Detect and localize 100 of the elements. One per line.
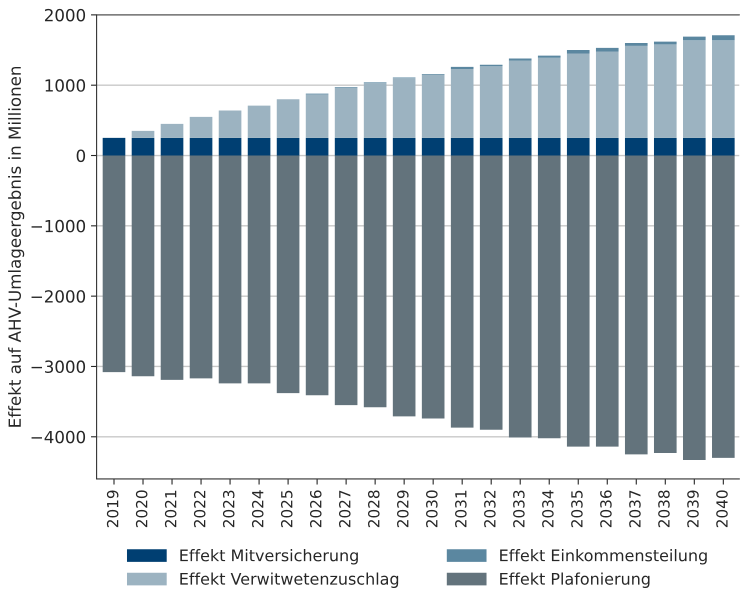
bar bbox=[508, 60, 532, 138]
x-tick-label: 2027 bbox=[339, 490, 351, 528]
bar bbox=[276, 138, 300, 156]
bar bbox=[306, 94, 328, 138]
bar bbox=[682, 156, 706, 460]
bar bbox=[102, 156, 126, 372]
y-tick-label: 1000 bbox=[46, 79, 86, 92]
bar bbox=[392, 138, 416, 156]
x-tick-label: 2023 bbox=[222, 490, 234, 528]
bar bbox=[306, 156, 328, 396]
legend-label: Effekt Einkommensteilung bbox=[500, 549, 707, 564]
bar bbox=[480, 138, 503, 156]
bar bbox=[450, 69, 474, 138]
bar bbox=[218, 156, 242, 384]
bar bbox=[596, 48, 619, 52]
bar bbox=[596, 51, 619, 138]
bar bbox=[566, 54, 590, 138]
bar bbox=[624, 46, 648, 138]
x-tick-label: 2036 bbox=[600, 490, 612, 528]
bar bbox=[508, 156, 532, 438]
bar bbox=[364, 156, 386, 408]
bar bbox=[392, 156, 416, 416]
legend-label: Effekt Verwitwetenzuschlag bbox=[180, 572, 398, 588]
bar bbox=[682, 138, 706, 156]
bar bbox=[160, 156, 184, 380]
bar bbox=[654, 156, 677, 453]
x-tick-label: 2037 bbox=[629, 490, 641, 528]
bar bbox=[422, 156, 444, 418]
y-tick-label: 2000 bbox=[44, 8, 86, 22]
x-tick-label: 2034 bbox=[542, 490, 554, 528]
bar bbox=[276, 99, 300, 138]
bar bbox=[712, 40, 735, 138]
bar bbox=[334, 88, 358, 138]
bar bbox=[480, 156, 503, 430]
bar bbox=[364, 138, 386, 156]
bar bbox=[712, 35, 735, 40]
bar bbox=[334, 138, 358, 156]
bar bbox=[712, 156, 735, 458]
x-tick-label: 2019 bbox=[106, 490, 118, 528]
bar bbox=[712, 138, 735, 156]
bar bbox=[160, 124, 184, 138]
bar bbox=[132, 156, 154, 376]
x-tick-label: 2035 bbox=[571, 490, 583, 528]
x-tick-label: 2033 bbox=[513, 490, 525, 528]
bar bbox=[248, 106, 270, 138]
bar bbox=[160, 138, 184, 156]
bar bbox=[364, 83, 386, 138]
bar bbox=[190, 156, 212, 378]
x-tick-label: 2021 bbox=[164, 490, 176, 528]
x-tick-label: 2029 bbox=[397, 490, 409, 528]
x-tick-label: 2022 bbox=[194, 490, 206, 528]
bar bbox=[682, 36, 706, 40]
y-tick-label: −3000 bbox=[32, 360, 86, 374]
x-tick-label: 2025 bbox=[280, 490, 293, 528]
x-tick-label: 2040 bbox=[716, 490, 728, 528]
bar bbox=[102, 138, 126, 156]
x-tick-label: 2039 bbox=[687, 490, 699, 528]
bar bbox=[538, 156, 561, 438]
bar bbox=[334, 156, 358, 406]
bar bbox=[450, 66, 474, 70]
bar bbox=[566, 138, 590, 156]
bar bbox=[624, 156, 648, 454]
bar bbox=[392, 78, 416, 138]
bar bbox=[422, 74, 444, 138]
bar bbox=[422, 138, 444, 156]
bar bbox=[450, 138, 474, 156]
x-tick-label: 2038 bbox=[658, 490, 670, 528]
bar bbox=[218, 110, 242, 138]
bar bbox=[566, 156, 590, 447]
bar bbox=[654, 138, 677, 156]
bar bbox=[190, 116, 212, 138]
x-tick-label: 2026 bbox=[310, 490, 322, 528]
x-tick-label: 2032 bbox=[484, 490, 496, 528]
bar bbox=[566, 50, 590, 54]
x-tick-label: 2030 bbox=[426, 490, 438, 528]
bar bbox=[190, 138, 212, 156]
y-tick-label: 0 bbox=[76, 149, 86, 162]
y-tick-label: −1000 bbox=[32, 220, 86, 232]
bar bbox=[450, 156, 474, 428]
bar bbox=[508, 138, 532, 156]
bar bbox=[248, 156, 270, 384]
bar bbox=[624, 43, 648, 46]
bar bbox=[248, 138, 270, 156]
y-tick-label: −4000 bbox=[32, 430, 86, 444]
x-tick-label: 2020 bbox=[136, 490, 148, 528]
bar bbox=[218, 138, 242, 156]
bar bbox=[480, 66, 503, 138]
x-tick-label: 2028 bbox=[368, 490, 380, 528]
bar bbox=[276, 156, 300, 394]
y-axis-title: Effekt auf AHV-Umlageergebnis in Millionen bbox=[8, 66, 24, 427]
bar bbox=[508, 58, 532, 61]
bar bbox=[538, 138, 561, 156]
bar bbox=[306, 138, 328, 156]
bar bbox=[624, 138, 648, 156]
bar bbox=[132, 130, 154, 138]
legend-label: Effekt Mitversicherung bbox=[180, 549, 358, 564]
x-tick-label: 2031 bbox=[455, 490, 467, 528]
legend-label: Effekt Plafonierung bbox=[500, 572, 650, 588]
bar bbox=[132, 138, 154, 156]
y-tick-label: −2000 bbox=[32, 290, 86, 303]
